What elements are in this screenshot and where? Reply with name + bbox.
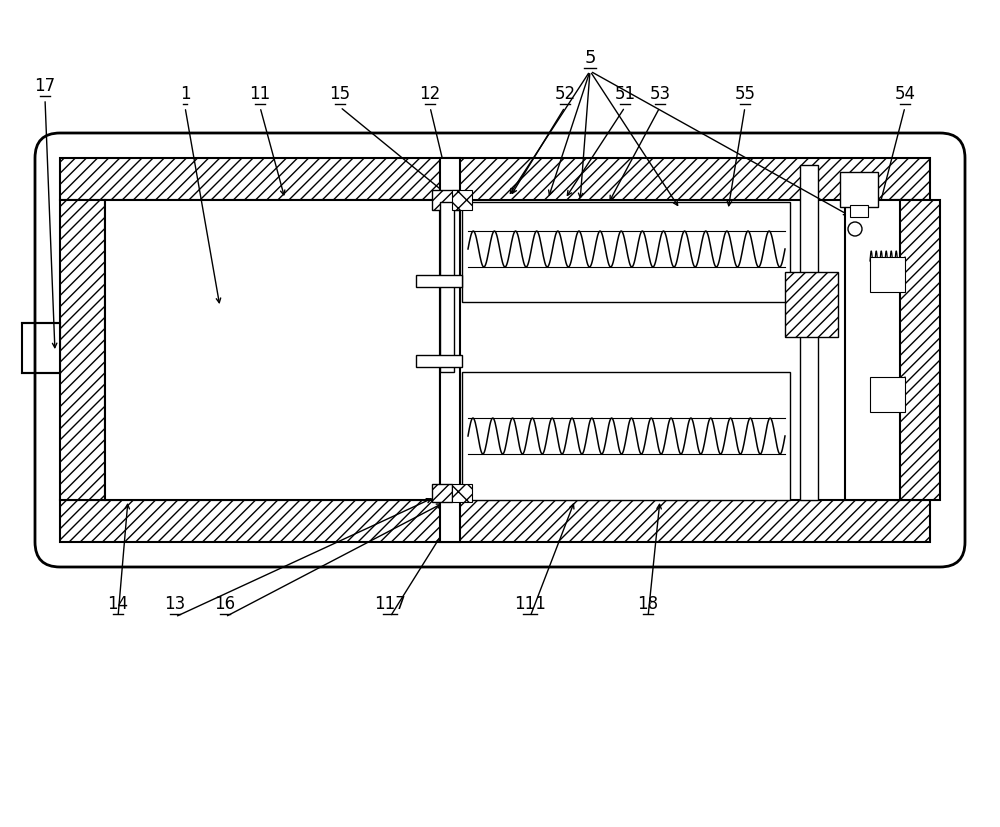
Bar — [895, 200, 940, 500]
Bar — [845, 200, 900, 500]
Bar — [840, 172, 878, 207]
Bar — [452, 484, 472, 502]
Bar — [60, 158, 930, 200]
Bar — [785, 272, 838, 337]
Bar — [416, 355, 462, 367]
Bar — [440, 202, 454, 372]
Text: 12: 12 — [419, 85, 441, 103]
Text: 111: 111 — [514, 595, 546, 613]
Bar — [452, 190, 472, 210]
Text: 15: 15 — [329, 85, 351, 103]
Text: 5: 5 — [584, 49, 596, 67]
Bar — [432, 484, 452, 502]
Text: 55: 55 — [734, 85, 756, 103]
Bar — [800, 165, 818, 500]
Text: 54: 54 — [895, 85, 916, 103]
Text: 18: 18 — [637, 595, 659, 613]
Text: 53: 53 — [649, 85, 671, 103]
Text: 16: 16 — [214, 595, 236, 613]
Bar — [462, 372, 790, 500]
Text: 52: 52 — [554, 85, 576, 103]
Text: 14: 14 — [107, 595, 129, 613]
Bar — [870, 377, 905, 412]
Text: 11: 11 — [249, 85, 271, 103]
Bar — [462, 202, 790, 302]
Text: 117: 117 — [374, 595, 406, 613]
Bar — [432, 190, 460, 210]
Bar — [22, 323, 60, 373]
Text: 17: 17 — [34, 77, 56, 95]
Bar — [105, 200, 440, 500]
Bar — [60, 500, 930, 542]
Bar — [416, 275, 462, 287]
Text: 51: 51 — [614, 85, 636, 103]
Bar — [440, 158, 460, 542]
Text: 13: 13 — [164, 595, 186, 613]
Bar — [60, 200, 105, 500]
Bar — [870, 257, 905, 292]
Bar — [850, 205, 868, 217]
Text: 1: 1 — [180, 85, 190, 103]
